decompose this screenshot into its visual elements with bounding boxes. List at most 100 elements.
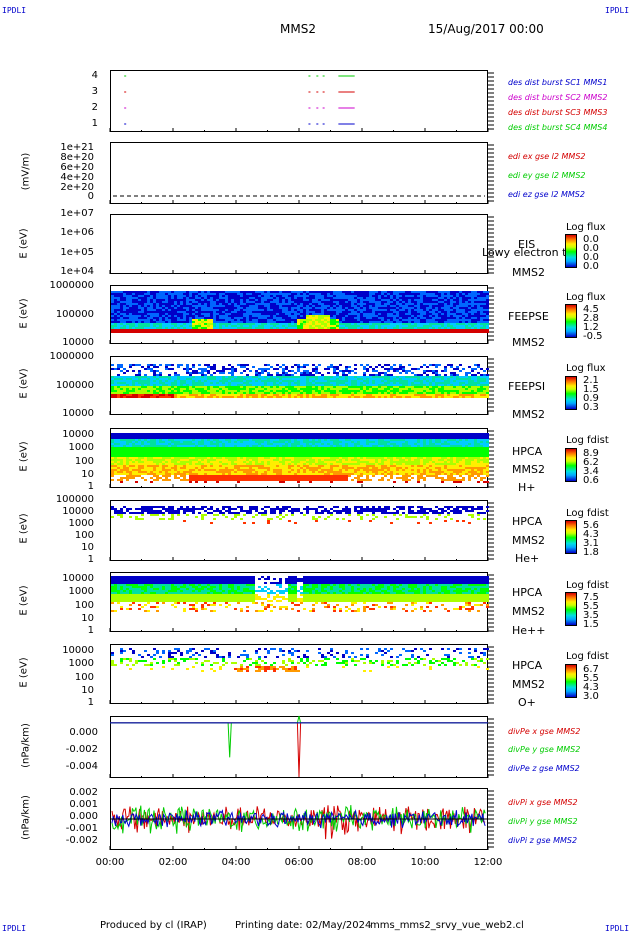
feepsi-cell: [276, 378, 279, 380]
feepse-cell: [315, 307, 318, 309]
feepse-cell: [273, 311, 276, 313]
feepse-cell: [282, 307, 285, 309]
feepse-cell: [213, 305, 216, 307]
feepse-cell: [288, 307, 291, 309]
feepsi-cell: [294, 396, 297, 398]
feepsi-cell: [189, 368, 192, 370]
feepsi-cell: [111, 390, 114, 392]
feepse-cell: [312, 321, 315, 323]
feepsi-cell: [315, 390, 318, 392]
feepse-cell: [147, 321, 150, 323]
feepsi-cell: [120, 396, 123, 398]
feepse-cell: [447, 311, 450, 313]
feepse-cell: [453, 299, 456, 301]
feepsi-cell: [348, 366, 351, 368]
feepse-cell: [219, 297, 222, 299]
feepse-cell: [270, 327, 273, 329]
feepse-cell: [390, 327, 393, 329]
feepsi-cell: [165, 380, 168, 382]
feepse-cell: [141, 331, 144, 333]
feepsi-cell: [153, 366, 156, 368]
feepsi-cell: [480, 374, 483, 376]
feepsi-cell: [384, 364, 387, 366]
feepsi-cell: [237, 378, 240, 380]
feepse-cell: [117, 319, 120, 321]
feepse-cell: [135, 329, 138, 331]
feepse-cell: [117, 327, 120, 329]
hpca-h-cell: [117, 445, 120, 447]
feepse-cell: [276, 301, 279, 303]
feepsi-cell: [132, 396, 135, 398]
feepse-cell: [120, 291, 123, 293]
feepsi-cell: [261, 396, 264, 398]
feepse-cell: [159, 331, 162, 333]
feepsi-cell: [276, 368, 279, 370]
feepsi-cell: [351, 376, 354, 378]
feepse-cell: [234, 319, 237, 321]
feepse-cell: [204, 319, 207, 321]
feepse-cell: [252, 307, 255, 309]
feepse-cell: [255, 311, 258, 313]
feepse-cell: [129, 317, 132, 319]
feepsi-cell: [156, 370, 159, 372]
feepse-cell: [474, 315, 477, 317]
divpe-ytick-m004: -0.004: [65, 761, 98, 772]
feepse-cell: [126, 323, 129, 325]
feepse-cell: [192, 325, 195, 327]
hpca-h-cell: [111, 471, 114, 473]
feepsi-cell: [150, 392, 153, 394]
feepse-cell: [264, 293, 267, 295]
feepse-cell: [252, 311, 255, 313]
feepse-cell: [117, 309, 120, 311]
feepsi-cell: [282, 376, 285, 378]
feepse-cell: [132, 331, 135, 333]
feepsi-cell: [129, 386, 132, 388]
feepsi-cell: [297, 386, 300, 388]
feepsi-cell: [165, 384, 168, 386]
hpca-h-cell: [111, 441, 114, 443]
feepsi-cell: [207, 390, 210, 392]
feepse-cell: [372, 327, 375, 329]
feepse-cell: [135, 299, 138, 301]
hpca-h-cell: [120, 433, 123, 435]
feepse-cell: [483, 321, 486, 323]
feepse-cell: [123, 325, 126, 327]
feepse-cell: [258, 315, 261, 317]
feepse-cell: [291, 325, 294, 327]
feepsi-cell: [465, 380, 468, 382]
feepse-cell: [144, 291, 147, 293]
feepsi-cell: [384, 378, 387, 380]
feepse-cell: [219, 309, 222, 311]
feepsi-cell: [474, 388, 477, 390]
feepse-cell: [183, 311, 186, 313]
feepse-cell: [384, 329, 387, 331]
feepsi-cell: [132, 392, 135, 394]
hpca-he-cb-val-0: 5.6: [583, 520, 599, 531]
feepsi-cell: [471, 386, 474, 388]
feepse-cell: [276, 327, 279, 329]
feepse-cell: [255, 291, 258, 293]
feepsi-cell: [378, 372, 381, 374]
feepse-cell: [246, 305, 249, 307]
feepse-cell: [405, 311, 408, 313]
feepse-cell: [114, 297, 117, 299]
feepsi-cell: [384, 384, 387, 386]
feepse-cell: [414, 317, 417, 319]
feepsi-cell: [210, 386, 213, 388]
feepse-cell: [117, 297, 120, 299]
feepse-cell: [399, 329, 402, 331]
hpca-h-cell: [123, 437, 126, 439]
feepse-cell: [423, 311, 426, 313]
feepse-cell: [270, 321, 273, 323]
feepsi-cell: [315, 370, 318, 372]
feepsi-cell: [201, 396, 204, 398]
hpca-hepp-spacecraft: MMS2: [512, 605, 545, 618]
feepse-cell: [168, 305, 171, 307]
feepse-cell: [126, 325, 129, 327]
feepse-cell: [240, 321, 243, 323]
feepsi-cell: [375, 392, 378, 394]
feepse-cell: [381, 327, 384, 329]
feepse-cell: [240, 297, 243, 299]
feepse-cell: [165, 323, 168, 325]
feepse-cell: [435, 331, 438, 333]
